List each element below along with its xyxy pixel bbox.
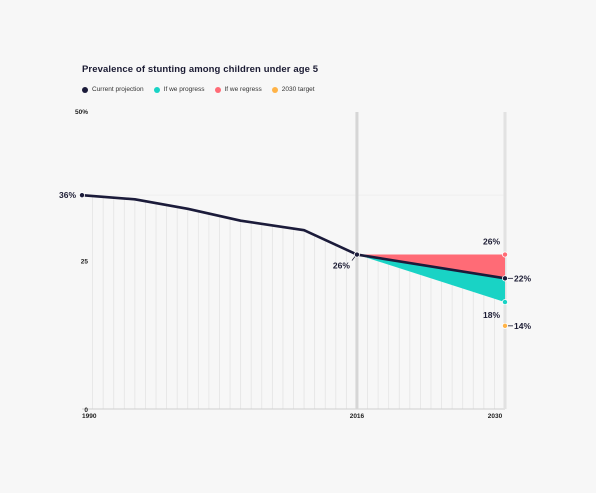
legend-marker-progress [153,86,160,93]
legend-label-regress: If we regress [224,86,262,93]
y-tick-label: 50% [75,109,88,116]
legend-marker-current [82,86,88,93]
progress-area [356,254,505,303]
legend-marker-target [271,86,278,93]
x-tick-label: 2030 [488,413,503,420]
legend-item-target: 2030 target [271,86,315,93]
annotation-label: 36% [59,190,76,200]
legend-item-progress: If we progress [153,86,205,93]
chart-title: Prevalence of stunting among children un… [82,64,319,75]
annotation-label: 26% [333,261,350,271]
y-tick-label: 25 [81,259,89,266]
annotation-label: 26% [483,237,500,247]
x-tick-label: 2016 [350,413,365,420]
annotation-label: 18% [483,310,500,320]
y-tick-label: 0 [84,407,88,414]
legend: Current projection If we progress If we … [82,86,315,93]
split-point [353,251,360,258]
target-point [501,322,508,329]
annotation-label: 14% [514,321,531,331]
x-tick-label: 1990 [82,413,97,420]
projection-start-bar [355,112,359,409]
legend-label-target: 2030 target [281,86,315,93]
regress-end-point [501,251,508,258]
progress-end-point [501,299,508,306]
legend-item-current: Current projection [82,86,144,93]
annotation-leader [351,256,356,261]
legend-label-progress: If we progress [163,86,205,93]
legend-marker-regress [214,86,221,93]
legend-label-current: Current projection [92,86,144,93]
annotation-label: 22% [514,273,531,283]
start-point [79,192,86,199]
current-end-point [501,275,508,282]
legend-item-regress: If we regress [214,86,262,93]
